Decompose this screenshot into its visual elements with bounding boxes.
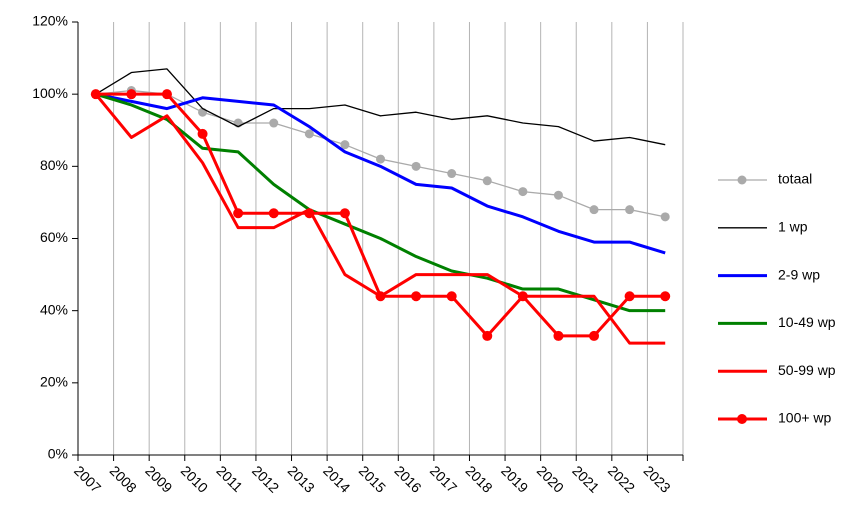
series-marker <box>482 330 493 341</box>
x-tick-label: 2008 <box>107 462 140 495</box>
y-tick-label: 20% <box>40 374 68 390</box>
y-tick-label: 100% <box>32 85 68 101</box>
legend-marker <box>737 414 747 424</box>
series-marker <box>339 208 350 219</box>
series-marker <box>90 89 101 100</box>
y-tick-label: 40% <box>40 301 68 317</box>
series-marker <box>269 118 279 128</box>
series-marker <box>161 89 172 100</box>
y-tick-label: 0% <box>48 446 68 462</box>
y-tick-label: 120% <box>32 13 68 29</box>
series-marker <box>589 330 600 341</box>
legend-label: 2-9 wp <box>778 266 820 282</box>
series-marker <box>340 140 350 150</box>
series-marker <box>482 176 492 186</box>
series-marker <box>411 291 422 302</box>
series-marker <box>375 291 386 302</box>
y-tick-label: 80% <box>40 157 68 173</box>
series-marker <box>268 208 279 219</box>
x-tick-label: 2010 <box>178 462 211 495</box>
x-tick-label: 2018 <box>463 462 496 495</box>
series-marker <box>518 187 528 197</box>
series-line <box>95 92 666 255</box>
series-marker <box>233 208 244 219</box>
x-tick-label: 2011 <box>213 462 246 495</box>
series-marker <box>304 208 315 219</box>
series-marker <box>197 128 208 139</box>
x-tick-label: 2020 <box>534 462 567 495</box>
legend-label: 50-99 wp <box>778 362 836 378</box>
x-tick-label: 2007 <box>71 462 104 495</box>
series-marker <box>553 190 563 200</box>
series-marker <box>447 169 457 179</box>
series-line <box>95 92 666 313</box>
x-tick-label: 2016 <box>391 462 424 495</box>
legend-label: 100+ wp <box>778 410 832 426</box>
legend-marker <box>737 175 747 185</box>
x-tick-label: 2017 <box>427 462 460 495</box>
series-marker <box>660 291 671 302</box>
x-tick-label: 2013 <box>285 462 318 495</box>
x-tick-label: 2014 <box>320 462 353 495</box>
series-line <box>95 68 666 146</box>
y-tick-label: 60% <box>40 229 68 245</box>
x-tick-label: 2009 <box>142 462 175 495</box>
series-marker <box>660 212 670 222</box>
x-tick-label: 2023 <box>640 462 673 495</box>
legend-label: totaal <box>778 171 812 187</box>
series-marker <box>411 161 421 171</box>
series-marker <box>376 154 385 164</box>
x-tick-label: 2015 <box>356 462 389 495</box>
series-marker <box>625 205 635 215</box>
x-tick-label: 2019 <box>498 462 531 495</box>
x-tick-label: 2021 <box>569 462 602 495</box>
series-marker <box>517 291 528 302</box>
x-tick-label: 2012 <box>249 462 282 495</box>
series-marker <box>304 129 314 139</box>
series-marker <box>446 291 457 302</box>
series-marker <box>624 291 635 302</box>
series-marker <box>553 330 564 341</box>
legend-label: 1 wp <box>778 219 808 235</box>
x-tick-label: 2022 <box>605 462 638 495</box>
series-marker <box>589 205 599 215</box>
series-marker <box>126 89 137 100</box>
legend-label: 10-49 wp <box>778 314 836 330</box>
